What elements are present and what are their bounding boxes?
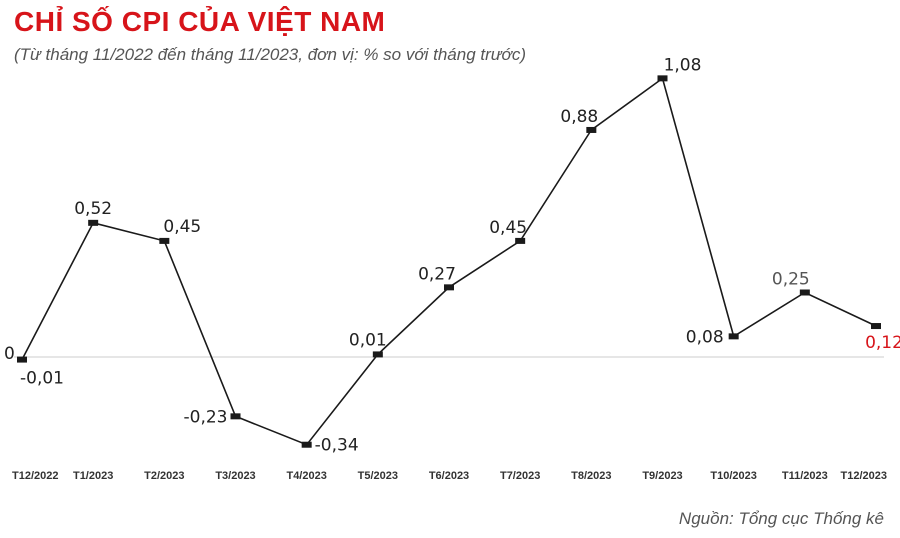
data-value-label: 0,45 — [163, 217, 201, 237]
data-value-label: 0,01 — [349, 330, 387, 350]
cpi-series-line — [21, 77, 877, 446]
data-point-marker — [799, 289, 810, 296]
x-tick-label: T5/2023 — [358, 470, 398, 482]
data-value-label: 0,12 — [865, 333, 900, 353]
source-note: Nguồn: Tổng cục Thống kê — [678, 509, 884, 528]
x-axis-tick-labels: T12/2022 T1/2023 T2/2023 T3/2023 T4/2023 T5/2… — [12, 470, 887, 482]
data-value-label: -0,23 — [184, 407, 228, 427]
data-value-labels: -0,01 0,52 0,45 -0,23 -0,34 0,01 0,27 0,45 0,88 1… — [20, 55, 900, 455]
data-point-marker — [17, 356, 27, 363]
x-tick-label: T9/2023 — [642, 470, 682, 482]
chart-title: CHỈ SỐ CPI CỦA VIỆT NAM — [14, 6, 386, 37]
x-tick-label: T7/2023 — [500, 470, 540, 482]
data-value-label: 0,25 — [772, 270, 810, 290]
data-value-label: 0,08 — [686, 327, 724, 347]
x-tick-label: T11/2023 — [782, 470, 828, 482]
data-value-label: 1,08 — [664, 55, 702, 75]
data-point-marker — [871, 323, 881, 330]
x-tick-label: T10/2023 — [710, 470, 756, 482]
data-point-markers — [17, 75, 881, 448]
data-value-label: 0,45 — [489, 218, 527, 238]
data-point-marker — [301, 441, 312, 448]
x-tick-label: T3/2023 — [215, 470, 255, 482]
data-point-marker — [515, 237, 526, 244]
data-value-label: 0,88 — [560, 107, 598, 127]
x-tick-label: T12/2023 — [841, 470, 887, 482]
x-tick-label: T2/2023 — [144, 470, 184, 482]
data-point-marker — [728, 333, 739, 340]
data-value-label: -0,01 — [20, 369, 64, 389]
data-point-marker — [586, 126, 597, 133]
data-value-label: 0,27 — [418, 264, 456, 284]
data-point-marker — [159, 237, 170, 244]
data-point-marker — [372, 351, 383, 358]
data-value-label: 0,52 — [74, 199, 112, 219]
x-tick-label: T6/2023 — [429, 470, 469, 482]
zero-axis-label: 0 — [4, 344, 15, 364]
data-point-marker — [88, 219, 99, 226]
x-tick-label: T4/2023 — [286, 470, 326, 482]
x-tick-label: T8/2023 — [571, 470, 611, 482]
x-tick-label: T12/2022 — [12, 470, 58, 482]
data-value-label: -0,34 — [315, 436, 359, 456]
x-tick-label: T1/2023 — [73, 470, 113, 482]
data-point-marker — [444, 284, 454, 291]
data-point-marker — [230, 413, 241, 420]
data-point-marker — [657, 75, 668, 82]
chart-subtitle: (Từ tháng 11/2022 đến tháng 11/2023, đơn… — [14, 45, 526, 64]
